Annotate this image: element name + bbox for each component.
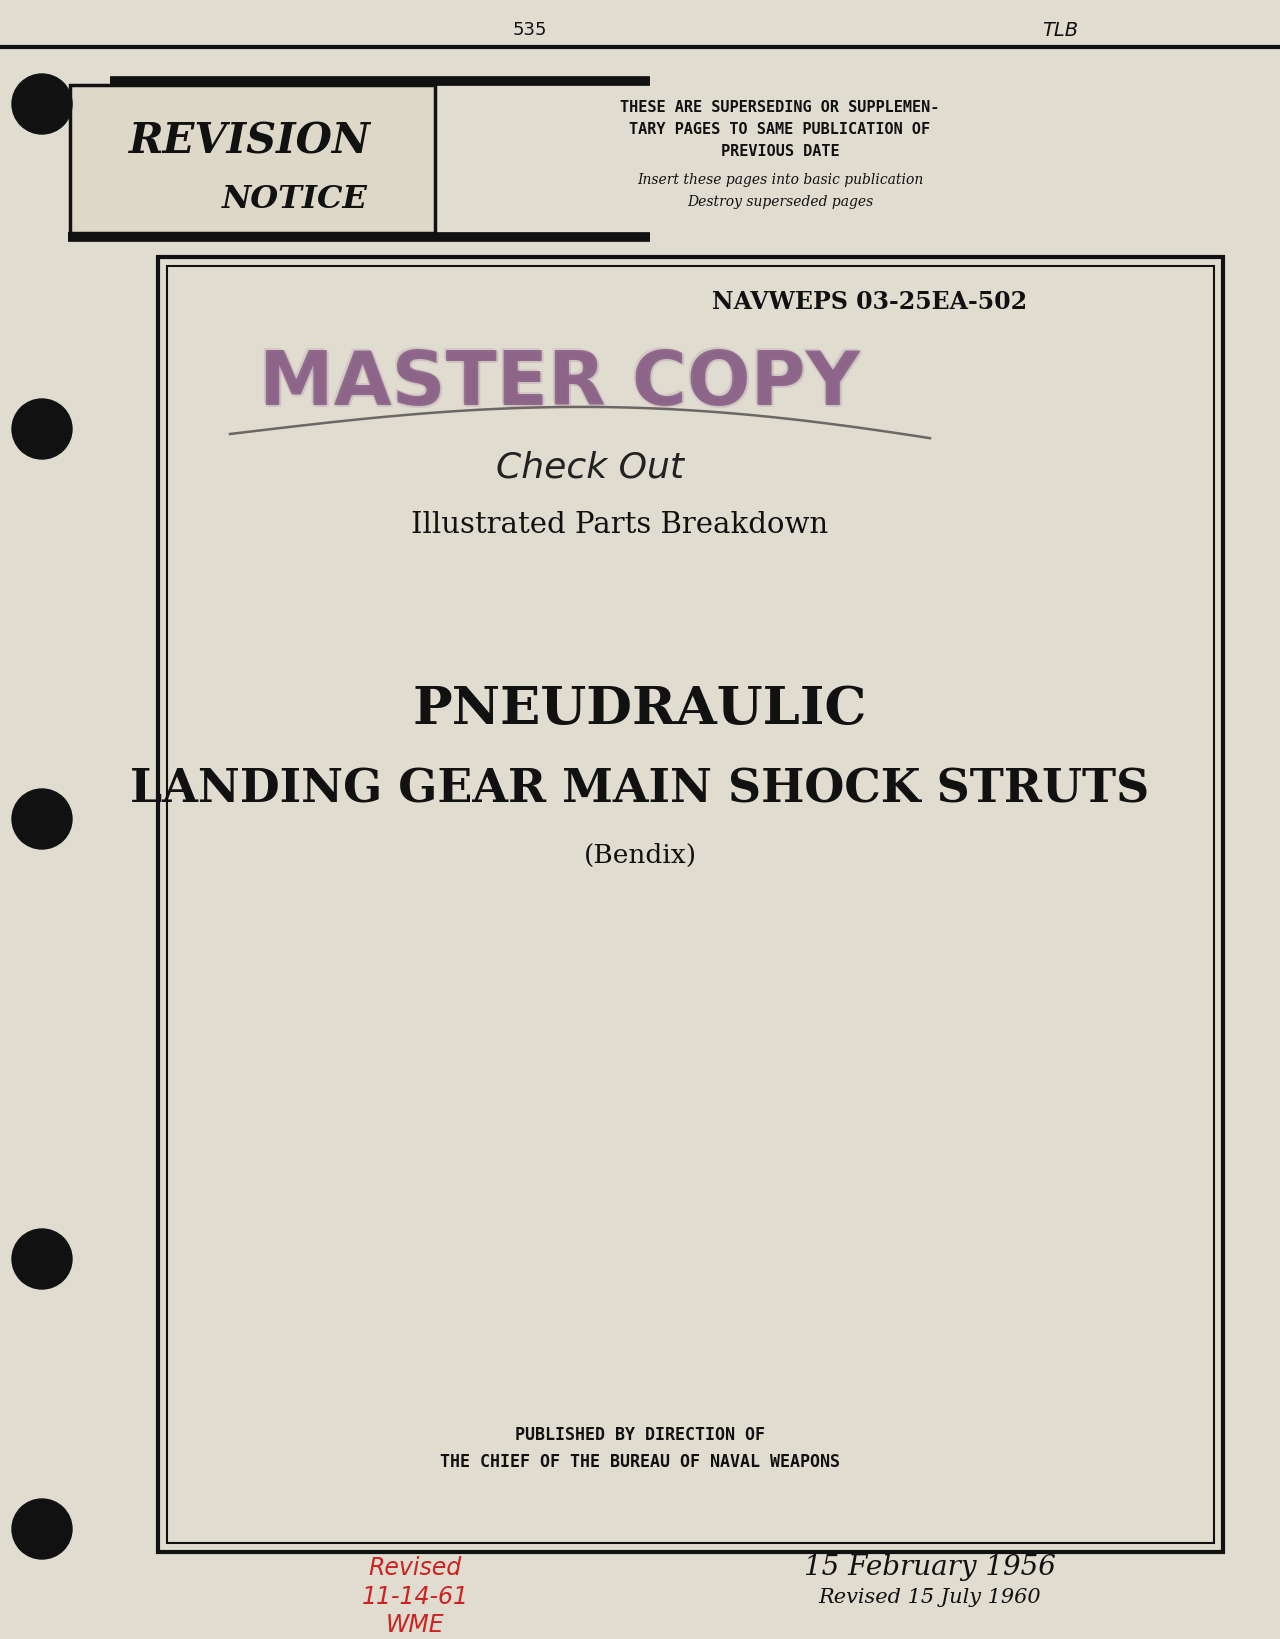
Text: Insert these pages into basic publication: Insert these pages into basic publicatio…	[637, 172, 923, 187]
Text: WME: WME	[385, 1613, 444, 1636]
Text: (Bendix): (Bendix)	[584, 842, 696, 867]
Text: NAVWEPS 03-25EA-502: NAVWEPS 03-25EA-502	[713, 290, 1028, 313]
Text: PNEUDRAULIC: PNEUDRAULIC	[413, 683, 867, 734]
Text: Revised 15 July 1960: Revised 15 July 1960	[819, 1588, 1042, 1606]
Text: MASTER COPY: MASTER COPY	[259, 351, 859, 423]
Circle shape	[12, 790, 72, 849]
Text: LANDING GEAR MAIN SHOCK STRUTS: LANDING GEAR MAIN SHOCK STRUTS	[131, 767, 1149, 813]
Bar	[157, 257, 1222, 1552]
Bar	[166, 267, 1213, 1542]
Text: PREVIOUS DATE: PREVIOUS DATE	[721, 144, 840, 159]
Circle shape	[12, 75, 72, 134]
Text: TLB: TLB	[1042, 20, 1078, 39]
Text: THE CHIEF OF THE BUREAU OF NAVAL WEAPONS: THE CHIEF OF THE BUREAU OF NAVAL WEAPONS	[440, 1452, 840, 1470]
Text: MASTER COPY: MASTER COPY	[260, 349, 860, 421]
Text: Destroy superseded pages: Destroy superseded pages	[687, 195, 873, 208]
Polygon shape	[70, 85, 435, 234]
Circle shape	[12, 400, 72, 459]
Text: Illustrated Parts Breakdown: Illustrated Parts Breakdown	[411, 511, 828, 539]
Text: 535: 535	[513, 21, 548, 39]
Text: PUBLISHED BY DIRECTION OF: PUBLISHED BY DIRECTION OF	[515, 1426, 765, 1442]
Text: MASTER COPY: MASTER COPY	[257, 346, 859, 420]
Text: THESE ARE SUPERSEDING OR SUPPLEMEN-: THESE ARE SUPERSEDING OR SUPPLEMEN-	[621, 100, 940, 115]
Text: MASTER COPY: MASTER COPY	[261, 351, 863, 423]
Text: REVISION: REVISION	[129, 121, 371, 162]
Text: 15 February 1956: 15 February 1956	[804, 1554, 1056, 1580]
Text: 11-14-61: 11-14-61	[361, 1583, 468, 1608]
Text: TARY PAGES TO SAME PUBLICATION OF: TARY PAGES TO SAME PUBLICATION OF	[630, 123, 931, 138]
Text: Revised: Revised	[369, 1555, 462, 1578]
Text: MASTER COPY: MASTER COPY	[261, 347, 863, 420]
Text: NOTICE: NOTICE	[221, 184, 367, 215]
Circle shape	[12, 1229, 72, 1290]
Circle shape	[12, 1500, 72, 1559]
Text: Check Out: Check Out	[495, 451, 684, 485]
